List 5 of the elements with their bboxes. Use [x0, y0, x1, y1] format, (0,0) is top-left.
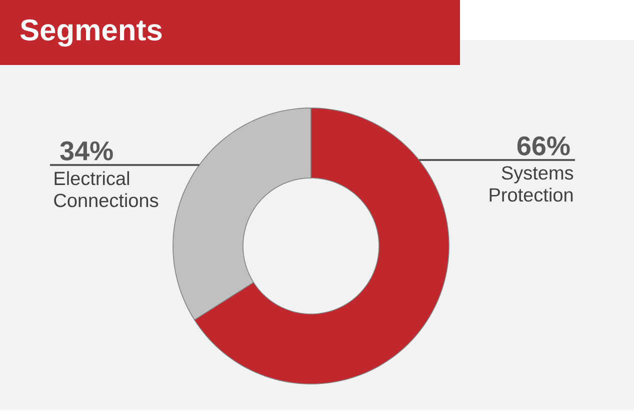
- data-label: 66%: [517, 136, 570, 156]
- slice-label: Electrical Connections: [54, 171, 158, 208]
- slice-label: Systems Protection: [490, 166, 574, 202]
- data-label: 34%: [60, 141, 113, 160]
- chart-title: Segments: [20, 19, 162, 47]
